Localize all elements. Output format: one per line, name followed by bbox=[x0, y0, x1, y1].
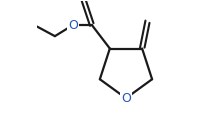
Text: O: O bbox=[68, 19, 78, 32]
Text: O: O bbox=[121, 92, 131, 105]
